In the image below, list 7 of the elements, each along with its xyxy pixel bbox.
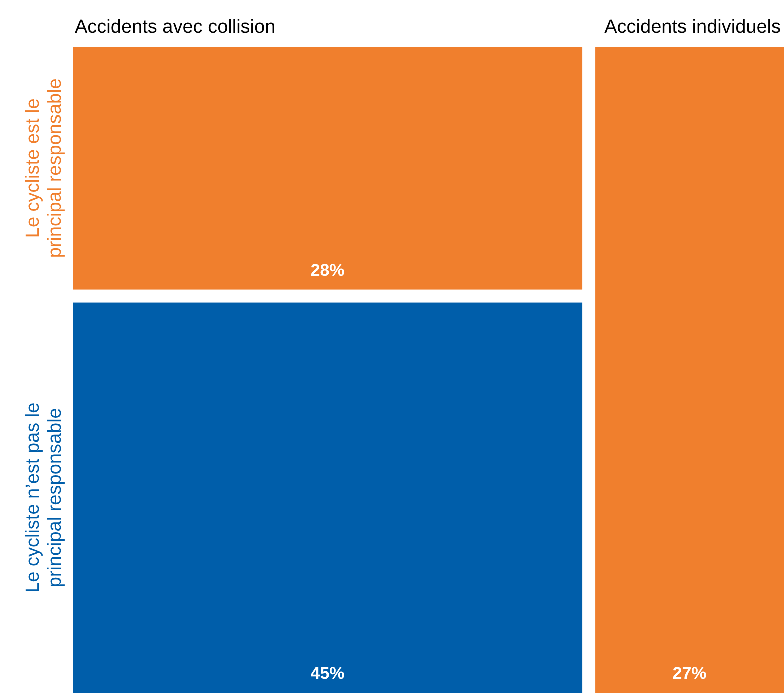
text: Le cycliste n’est pas le principal responsable [23,402,66,593]
data-label: 45% [310,664,345,683]
category-label: Accidents avec collision [75,17,276,38]
data-label: 28% [310,260,345,280]
category-label: Accidents individuels [604,17,781,38]
text: Le cycliste est le principal responsable [23,78,66,258]
data-label: 27% [672,664,707,683]
